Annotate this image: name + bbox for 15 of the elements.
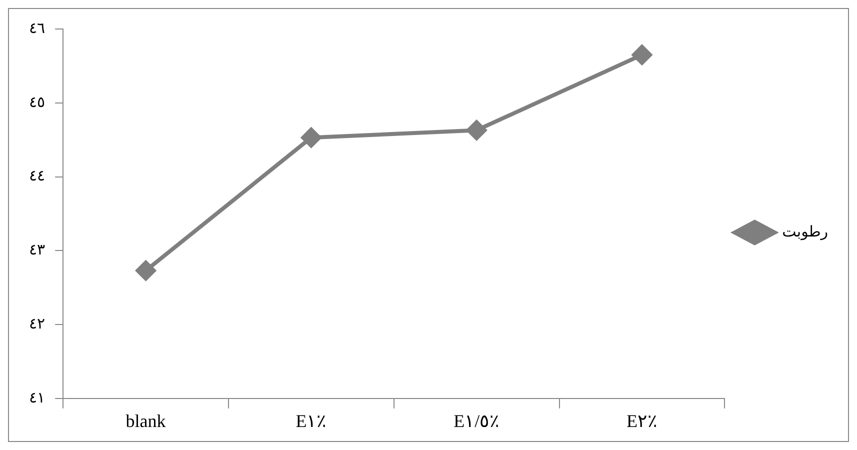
point: [301, 128, 322, 148]
x-tick-label: E١٪: [296, 410, 327, 431]
y-tick-label: ٤٥: [28, 92, 46, 111]
y-tick-label: ٤٢: [28, 314, 46, 332]
x-tick-label: E١/٥٪: [454, 410, 500, 431]
y-tick-label: ٤٤: [28, 166, 46, 185]
point: [632, 44, 652, 65]
point: [466, 120, 487, 140]
y-tick-label: ٤٦: [28, 18, 46, 37]
y-tick-label: ٤٣: [28, 240, 46, 259]
x-tick-label: blank: [126, 410, 166, 431]
legend-label: رطوبت: [782, 222, 828, 240]
y-tick-label: ٤١: [28, 388, 46, 406]
x-tick-label: E٢٪: [626, 410, 658, 431]
point: [136, 260, 156, 281]
